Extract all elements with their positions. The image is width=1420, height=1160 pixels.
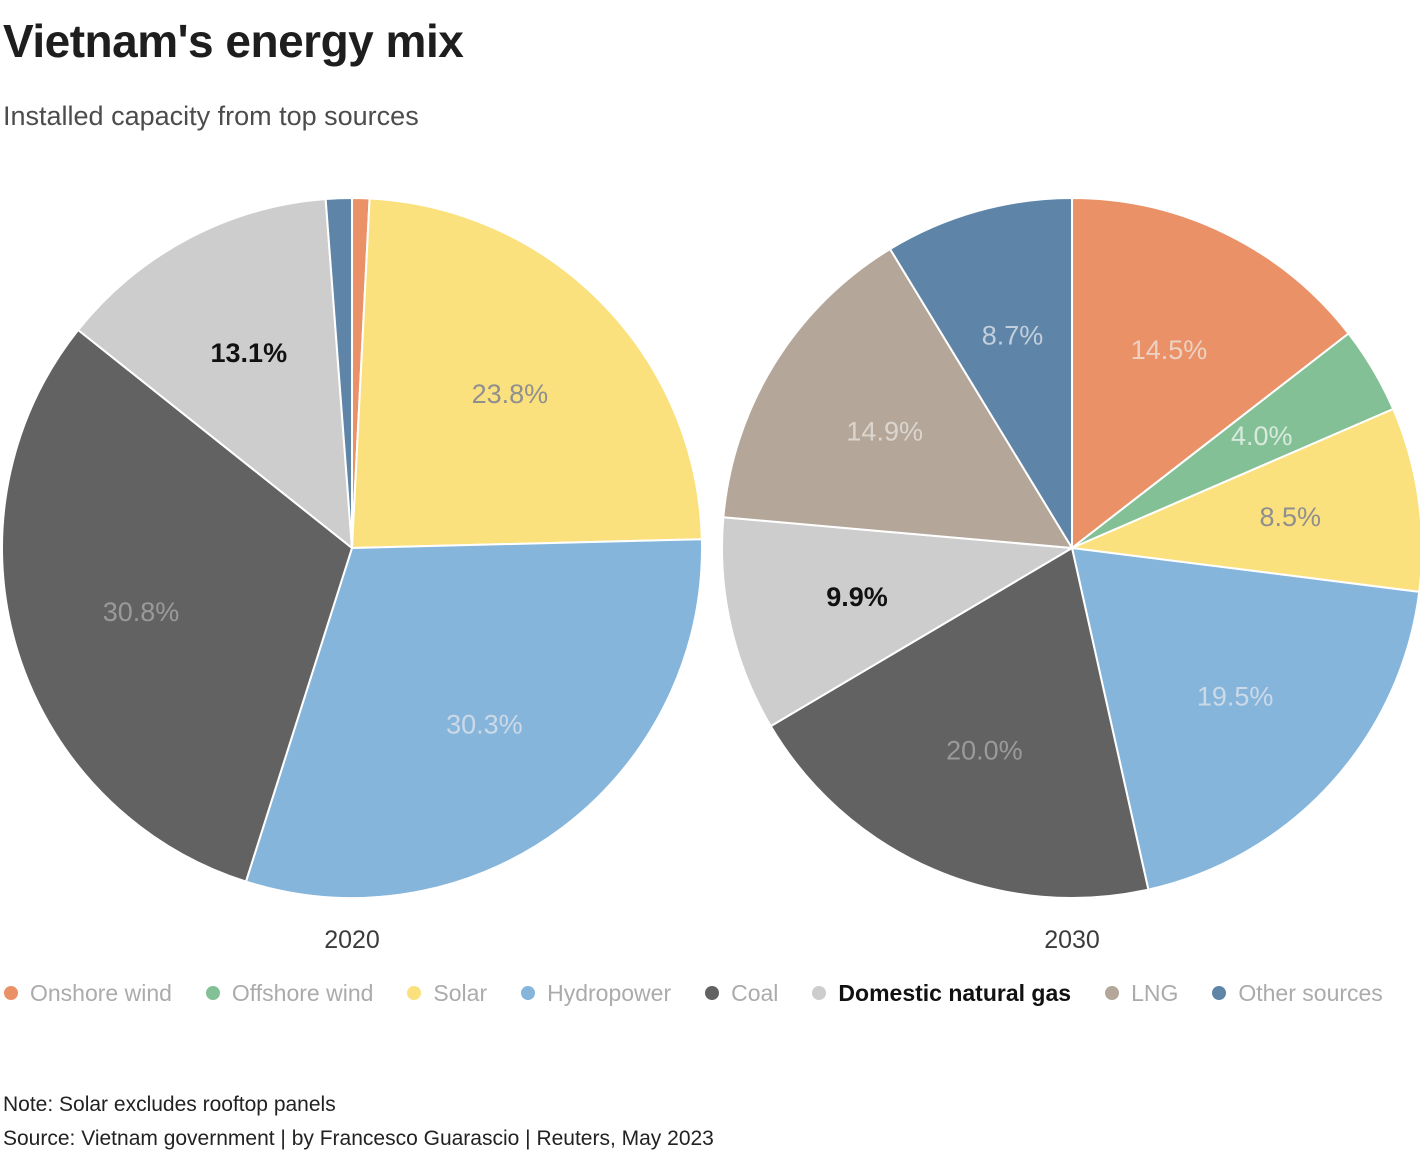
pie-slice-other-sources [889,197,1073,549]
pie-value-label-hydropower: 30.3% [446,709,523,739]
page-subtitle: Installed capacity from top sources [3,101,419,131]
pie-2020: 23.8% 30.3% 30.8% 13.1% 2020 [1,196,703,954]
legend: Onshore wind Offshore wind Solar Hydropower… [4,979,1414,1007]
legend-dot-icon [705,986,720,1000]
legend-dot-icon [1105,986,1120,1000]
pie-value-label-solar: 23.8% [472,379,549,409]
legend-dot-icon [407,986,422,1000]
page-title: Vietnam's energy mix [3,15,464,67]
pie-slice-coal [769,547,1150,899]
legend-item-label: Hydropower [547,979,672,1006]
pie-value-label-domestic-natural-gas: 9.9% [826,582,888,612]
pie-slice-domestic-natural-gas [77,197,353,549]
legend-item-label: Other sources [1238,979,1383,1006]
legend-item-domestic-natural-gas: Domestic natural gas [812,979,1071,1007]
legend-item-hydropower: Hydropower [521,979,671,1007]
legend-item-label: Coal [731,979,779,1006]
legend-item-label: LNG [1131,979,1179,1006]
pie-value-label-lng: 14.9% [846,417,923,447]
chart-source: Source: Vietnam government | by Francesc… [3,1127,714,1151]
pie-slice-hydropower [244,538,703,899]
legend-item-label: Domestic natural gas [838,979,1072,1006]
pie-slice-hydropower [1071,547,1420,891]
pie-value-label-domestic-natural-gas: 13.1% [211,338,288,368]
pie-slice-solar [1071,408,1420,593]
legend-item-lng: LNG [1105,979,1178,1007]
legend-item-offshore-wind: Offshore wind [205,979,374,1007]
legend-item-onshore-wind: Onshore wind [4,979,172,1007]
pie-value-label-coal: 20.0% [946,735,1023,765]
legend-dot-icon [521,986,536,1000]
pie-slice-onshore-wind [1071,197,1350,549]
pie-value-label-offshore-wind: 4.0% [1231,421,1293,451]
pie-year-label: 2020 [324,926,380,954]
legend-item-coal: Coal [705,979,778,1007]
pie-value-label-onshore-wind: 14.5% [1131,335,1208,365]
legend-item-other-sources: Other sources [1212,979,1383,1007]
pie-value-label-hydropower: 19.5% [1197,681,1274,711]
legend-item-label: Solar [433,979,488,1006]
pie-value-label-solar: 8.5% [1260,502,1322,532]
pie-year-label: 2030 [1044,926,1100,954]
footer: Note: Solar excludes rooftop panels Sour… [3,1092,714,1160]
pie-slice-other-sources [324,196,353,549]
pie-slice-solar [351,197,703,549]
legend-dot-icon [1212,986,1227,1000]
pie-2030: 14.5% 4.0% 8.5% 19.5% 20.0% 9.9% 14.9% 8.7% 2030 [720,197,1420,954]
legend-dot-icon [4,986,18,1000]
legend-item-solar: Solar [407,979,487,1007]
legend-item-label: Offshore wind [231,979,374,1006]
chart-note: Note: Solar excludes rooftop panels [3,1093,336,1116]
pie-slice-coal [1,329,353,883]
pie-value-label-coal: 30.8% [103,597,180,627]
pie-charts-canvas: 23.8% 30.3% 30.8% 13.1% 2020 14.5% 4.0% 8.5% 19.… [1,196,1420,954]
pie-slice-lng [722,248,1073,549]
pie-value-label-other-sources: 8.7% [982,321,1044,351]
legend-item-label: Onshore wind [30,979,172,1006]
legend-dot-icon [812,986,827,1000]
legend-dot-icon [205,986,220,1000]
pie-slice-domestic-natural-gas [720,516,1073,728]
